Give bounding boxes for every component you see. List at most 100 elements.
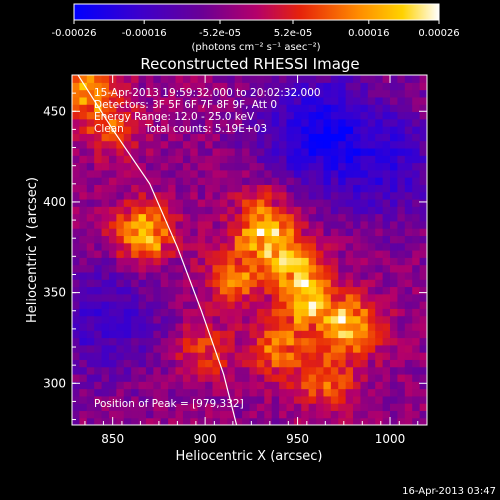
heatmap-cell [279,228,288,237]
heatmap-cell [79,177,88,185]
heatmap-cell [264,337,273,346]
heatmap-cell [345,417,354,425]
heatmap-cell [190,169,199,178]
heatmap-cell [138,155,147,164]
heatmap-cell [79,206,88,215]
heatmap-cell [382,373,391,382]
heatmap-cell [419,293,427,302]
heatmap-cell [219,184,228,193]
heatmap-cell [242,366,251,375]
heatmap-cell [123,366,132,375]
heatmap-cell [412,104,421,113]
heatmap-cell [116,242,125,251]
heatmap-cell [227,366,236,375]
heatmap-cell [412,403,421,412]
heatmap-cell [301,89,310,98]
heatmap-cell [271,75,280,83]
heatmap-cell [382,395,391,404]
heatmap-cell [397,271,406,280]
heatmap-cell [308,133,317,142]
heatmap-cell [101,293,110,302]
heatmap-cell [86,410,95,419]
heatmap-cell [404,381,413,390]
heatmap-cell [316,75,325,83]
heatmap-cell [108,206,117,215]
heatmap-cell [227,330,236,339]
heatmap-cell [86,286,95,295]
heatmap-cell [397,242,406,251]
heatmap-cell [397,213,406,222]
heatmap-cell [249,82,258,91]
heatmap-cell [264,417,273,425]
heatmap-cell [390,184,399,193]
heatmap-cell [360,352,369,360]
heatmap-cell [182,388,191,397]
heatmap-cell [108,228,117,237]
heatmap-cell [271,257,280,266]
heatmap-cell [419,352,427,360]
heatmap-cell [182,220,191,229]
heatmap-cell [419,118,427,127]
heatmap-cell [264,213,273,222]
heatmap-cell [175,308,184,317]
heatmap-cell [279,410,288,419]
heatmap-cell [205,417,214,425]
heatmap-cell [345,315,354,324]
heatmap-cell [279,198,288,207]
heatmap-cell [197,395,206,404]
heatmap-cell [308,359,317,368]
heatmap-cell [375,104,384,113]
heatmap-cell [323,162,332,171]
heatmap-cell [205,126,214,134]
heatmap-cell [108,337,117,346]
heatmap-cell [79,403,88,412]
heatmap-cell [182,279,191,288]
heatmap-cell [234,410,243,419]
heatmap-cell [345,403,354,412]
heatmap-cell [153,264,162,273]
heatmap-cell [175,206,184,215]
heatmap-cell [123,220,132,229]
heatmap-cell [212,82,221,91]
heatmap-cell [345,337,354,346]
heatmap-cell [212,191,221,200]
heatmap-cell [79,111,88,120]
heatmap-cell [412,191,421,200]
heatmap-cell [375,177,384,185]
heatmap-cell [323,388,332,397]
heatmap-cell [412,388,421,397]
heatmap-cell [279,177,288,185]
heatmap-cell [382,126,391,134]
heatmap-cell [323,403,332,412]
heatmap-cell [256,82,265,91]
heatmap-cell [131,279,140,288]
heatmap-cell [234,206,243,215]
heatmap-cell [375,257,384,266]
heatmap-cell [160,191,169,200]
heatmap-cell [94,315,103,324]
heatmap-cell [116,344,125,353]
heatmap-cell [264,198,273,207]
heatmap-cell [145,279,154,288]
heatmap-cell [72,147,80,156]
heatmap-cell [227,352,236,360]
heatmap-cell [234,89,243,98]
heatmap-cell [79,337,88,346]
heatmap-cell [94,271,103,280]
heatmap-cell [279,301,288,309]
heatmap-cell [256,242,265,251]
heatmap-cell [419,235,427,244]
heatmap-cell [412,96,421,105]
heatmap-cell [279,118,288,127]
heatmap-cell [153,235,162,244]
heatmap-cell [182,147,191,156]
heatmap-cell [205,315,214,324]
heatmap-cell [86,228,95,237]
heatmap-cell [419,169,427,178]
heatmap-cell [219,308,228,317]
heatmap-cell [72,133,80,142]
heatmap-cell [301,257,310,266]
heatmap-cell [367,286,376,295]
heatmap-cell [242,118,251,127]
heatmap-cell [382,366,391,375]
